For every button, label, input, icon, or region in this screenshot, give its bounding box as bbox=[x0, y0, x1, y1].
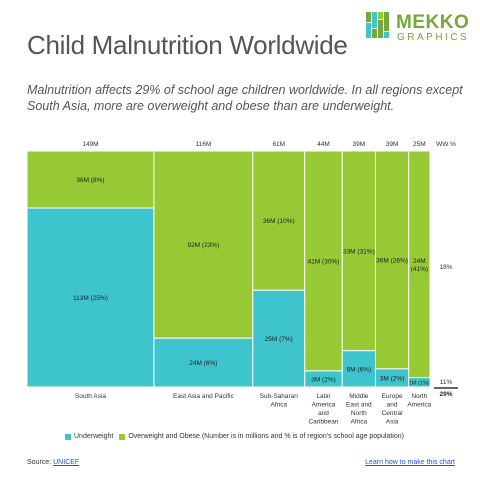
column-width-label-east-asia-and-pacific: 116M bbox=[195, 141, 211, 148]
legend-label-overweight: Overweight and Obese (Number is in milli… bbox=[128, 433, 404, 440]
data-label-overweight-europe-and-central-asia: 36M (26%) bbox=[376, 257, 408, 264]
data-label-underweight-sub-saharan-africa: 25M (7%) bbox=[265, 336, 293, 343]
data-label-overweight-middle-east-and-north-africa: 33M (31%) bbox=[343, 248, 375, 255]
legend-swatch-overweight bbox=[119, 433, 126, 440]
legend-label-underweight: Underweight bbox=[74, 433, 114, 440]
data-label-underweight-latin-america-and-caribbean: 3M (2%) bbox=[311, 376, 336, 383]
bar-overweight-south-asia bbox=[26, 150, 155, 209]
ww-total-value: 29% bbox=[439, 391, 452, 398]
category-label-latin-america-and-caribbean-0: Latin bbox=[316, 393, 330, 400]
legend-swatch-underweight bbox=[65, 433, 71, 440]
category-label-latin-america-and-caribbean-2: and bbox=[318, 410, 329, 417]
category-label-latin-america-and-caribbean-3: Caribbean bbox=[308, 419, 338, 426]
bar-overweight-sub-saharan-africa bbox=[252, 150, 306, 291]
learn-how-link[interactable]: Learn how to make this chart bbox=[365, 459, 455, 466]
category-label-south-asia: South Asia bbox=[75, 393, 106, 400]
source-note: Source: UNICEF bbox=[27, 459, 79, 466]
source-link[interactable]: UNICEF bbox=[53, 459, 80, 466]
bar-overweight-east-asia-and-pacific bbox=[153, 150, 254, 339]
source-prefix: Source: bbox=[27, 459, 54, 466]
category-label-europe-and-central-asia-2: Central bbox=[382, 410, 404, 417]
column-width-label-latin-america-and-caribbean: 44M bbox=[317, 141, 330, 148]
column-width-label-sub-saharan-africa: 61M bbox=[272, 141, 285, 148]
data-label-overweight-south-asia: 36M (8%) bbox=[76, 177, 104, 184]
column-width-label-middle-east-and-north-africa: 39M bbox=[353, 141, 366, 148]
ww-header: WW % bbox=[436, 141, 456, 148]
category-label-north-america-0: North bbox=[411, 393, 427, 400]
column-width-label-south-asia: 149M bbox=[82, 141, 98, 148]
data-label-underweight-europe-and-central-asia: 3M (2%) bbox=[380, 375, 405, 382]
bar-underweight-south-asia bbox=[26, 207, 155, 388]
bar-overweight-middle-east-and-north-africa bbox=[341, 150, 376, 352]
data-label-overweight-sub-saharan-africa: 36M (10%) bbox=[263, 218, 295, 225]
category-label-sub-saharan-africa-1: Africa bbox=[270, 402, 287, 409]
bar-underweight-north-america bbox=[408, 377, 431, 388]
data-label-overweight-east-asia-and-pacific: 92M (23%) bbox=[187, 242, 219, 249]
category-label-middle-east-and-north-africa-2: North bbox=[351, 410, 367, 417]
category-label-europe-and-central-asia-0: Europe bbox=[382, 393, 403, 400]
category-label-middle-east-and-north-africa-3: Africa bbox=[351, 419, 368, 426]
data-label-underweight-east-asia-and-pacific: 24M (6%) bbox=[189, 360, 217, 367]
bar-overweight-latin-america-and-caribbean bbox=[304, 150, 343, 372]
category-label-europe-and-central-asia-3: Asia bbox=[386, 419, 399, 426]
bar-underweight-sub-saharan-africa bbox=[252, 289, 306, 388]
page-title: Child Malnutrition Worldwide bbox=[27, 30, 348, 60]
category-label-middle-east-and-north-africa-0: Middle bbox=[349, 393, 369, 400]
data-label-overweight-latin-america-and-caribbean: 41M (30%) bbox=[308, 258, 340, 265]
data-label-overweight-north-america-0: 24M bbox=[413, 258, 426, 265]
category-label-east-asia-and-pacific: East Asia and Pacific bbox=[173, 393, 234, 400]
data-label-underweight-south-asia: 113M (25%) bbox=[73, 295, 108, 302]
ww-overweight-value: 18% bbox=[439, 264, 452, 271]
page-subtitle: Malnutrition affects 29% of school age c… bbox=[27, 83, 463, 113]
category-label-sub-saharan-africa-0: Sub-Saharan bbox=[260, 393, 299, 400]
column-width-label-north-america: 25M bbox=[413, 141, 426, 148]
category-label-europe-and-central-asia-1: and bbox=[387, 402, 398, 409]
data-label-overweight-north-america-1: (41%) bbox=[411, 266, 428, 273]
logo-mark-icon bbox=[366, 12, 389, 38]
logo-subword: GRAPHICS bbox=[397, 32, 470, 43]
data-label-underweight-north-america: 1M (1%) bbox=[409, 380, 430, 386]
column-width-label-europe-and-central-asia: 39M bbox=[386, 141, 399, 148]
category-label-north-america-1: America bbox=[407, 402, 431, 409]
category-label-latin-america-and-caribbean-1: America bbox=[312, 402, 336, 409]
bar-overweight-europe-and-central-asia bbox=[374, 150, 410, 370]
logo-wordmark: MEKKO bbox=[396, 12, 470, 33]
data-label-underweight-middle-east-and-north-africa: 6M (6%) bbox=[347, 366, 372, 373]
bar-underweight-east-asia-and-pacific bbox=[153, 337, 254, 388]
category-label-middle-east-and-north-africa-1: East and bbox=[346, 402, 372, 409]
chart-legend: Underweight Overweight and Obese (Number… bbox=[65, 433, 404, 440]
mekko-graphics-logo[interactable]: MEKKO GRAPHICS bbox=[366, 12, 474, 43]
ww-underweight-value: 11% bbox=[440, 379, 453, 386]
